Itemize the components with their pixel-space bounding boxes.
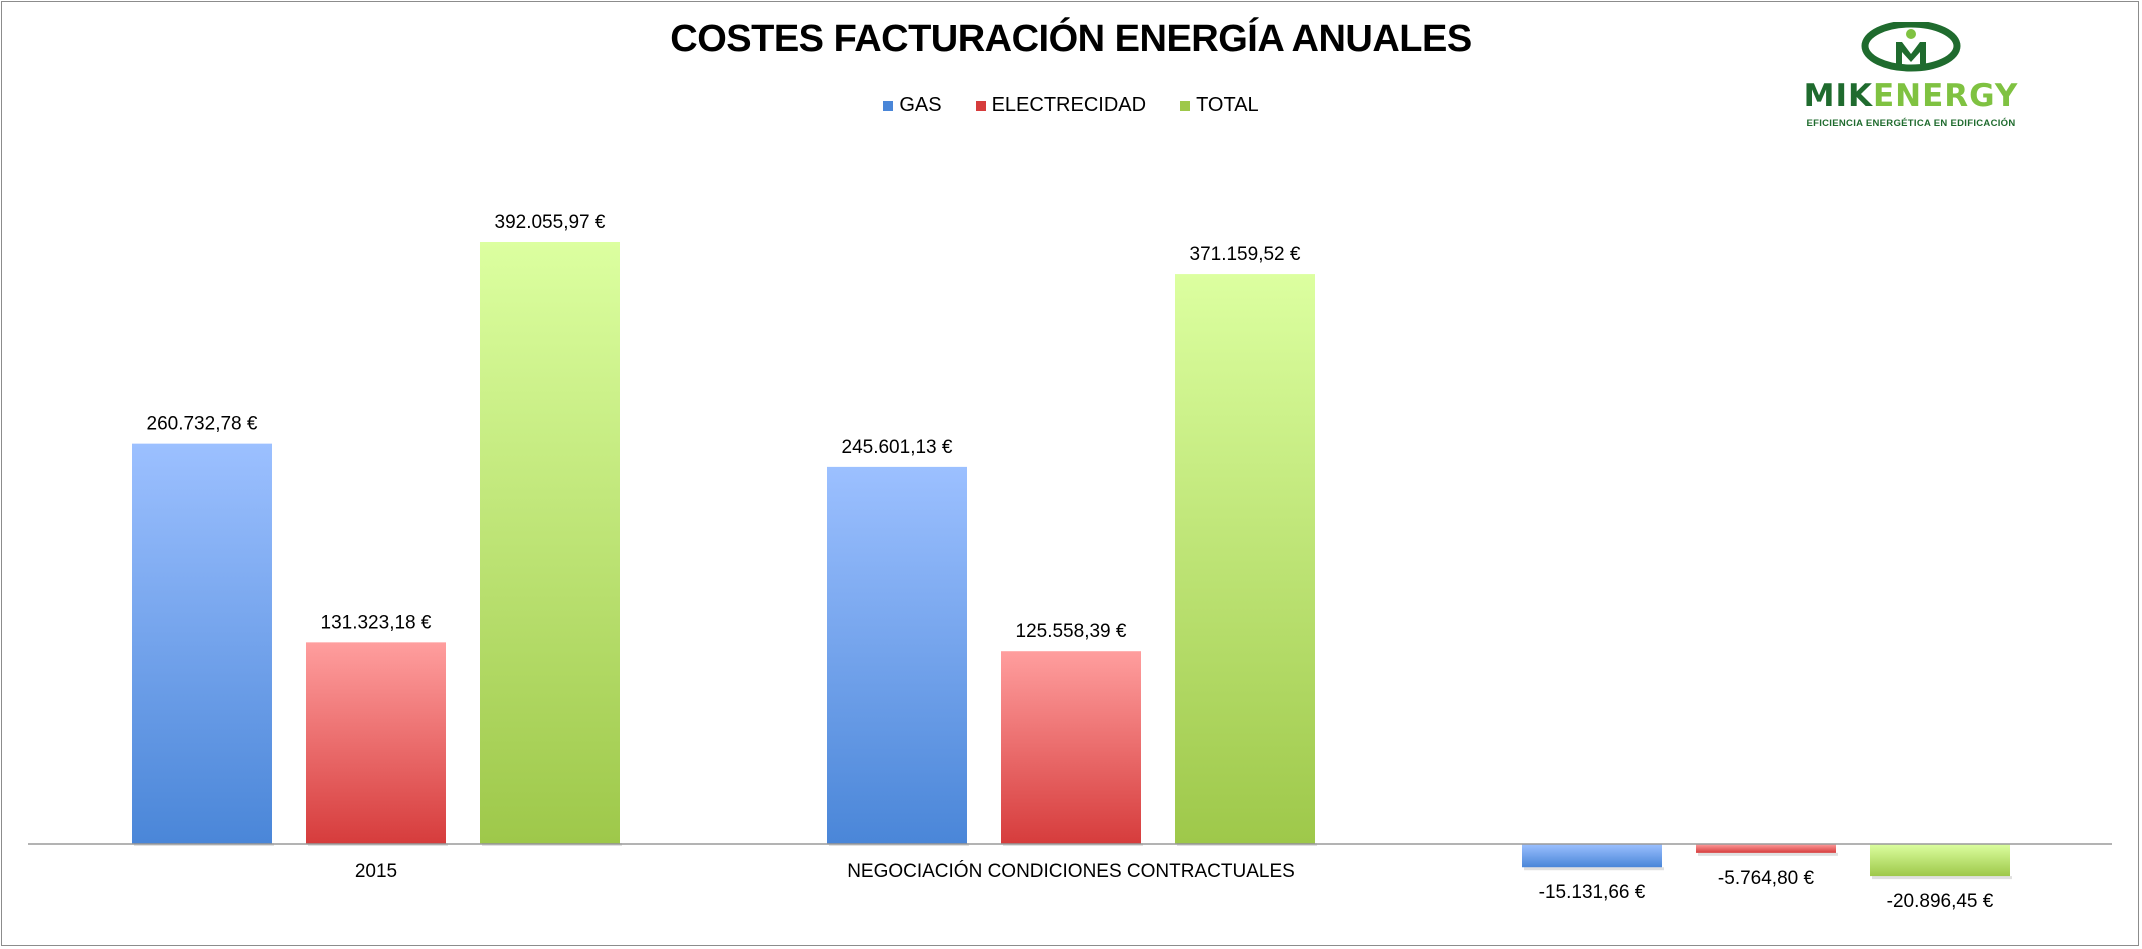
bar-electrecidad-2 — [1696, 844, 1836, 853]
data-label-gas-0: 260.732,78 € — [147, 414, 258, 435]
legend-label-gas: GAS — [899, 94, 942, 116]
bar-total-2 — [1870, 844, 2010, 877]
category-label-1: NEGOCIACIÓN CONDICIONES CONTRACTUALES — [847, 860, 1295, 882]
logo-brand-part1: MIK — [1803, 78, 1873, 114]
chart-title: COSTES FACTURACIÓN ENERGÍA ANUALES — [670, 18, 1472, 60]
category-label-0: 2015 — [355, 861, 397, 882]
legend-label-total: TOTAL — [1196, 94, 1259, 116]
legend-swatch-electrecidad — [975, 100, 986, 111]
data-label-electrecidad-1: 125.558,39 € — [1016, 621, 1127, 642]
bar-electrecidad-0 — [306, 642, 446, 844]
chart-legend: GAS ELECTRECIDAD TOTAL — [0, 94, 2142, 117]
logo-emblem-icon — [1861, 20, 1961, 72]
legend-swatch-total — [1180, 100, 1191, 111]
bar-total-0 — [480, 242, 620, 844]
data-label-gas-2: -15.131,66 € — [1539, 882, 1646, 903]
legend-item-gas: GAS — [883, 94, 942, 117]
data-label-total-1: 371.159,52 € — [1190, 244, 1301, 265]
logo-tagline: EFICIENCIA ENERGÉTICA EN EDIFICACIÓN — [1806, 118, 2016, 129]
legend-item-total: TOTAL — [1180, 94, 1259, 117]
data-label-total-2: -20.896,45 € — [1887, 891, 1994, 912]
bar-shadow-gas-2 — [1524, 867, 1664, 871]
bar-shadow-total-2 — [1872, 876, 2012, 880]
data-label-electrecidad-2: -5.764,80 € — [1718, 868, 1815, 889]
legend-label-electrecidad: ELECTRECIDAD — [991, 94, 1147, 116]
legend-item-electrecidad: ELECTRECIDAD — [975, 94, 1147, 117]
logo-brand-part2: ENERGY — [1873, 78, 2019, 114]
bar-gas-1 — [827, 466, 967, 844]
data-label-electrecidad-0: 131.323,18 € — [321, 612, 432, 633]
bar-shadow-electrecidad-2 — [1698, 852, 1838, 856]
logo-wordmark: MIKENERGY — [1780, 78, 2042, 114]
bar-gas-2 — [1522, 844, 1662, 868]
mikenergy-logo: MIKENERGY EFICIENCIA ENERGÉTICA EN EDIFI… — [1780, 20, 2042, 129]
legend-swatch-gas — [883, 100, 894, 111]
bar-gas-0 — [132, 443, 272, 844]
bar-total-1 — [1175, 274, 1315, 844]
bar-electrecidad-1 — [1001, 651, 1141, 844]
data-label-gas-1: 245.601,13 € — [842, 437, 953, 458]
data-label-total-0: 392.055,97 € — [495, 212, 606, 233]
